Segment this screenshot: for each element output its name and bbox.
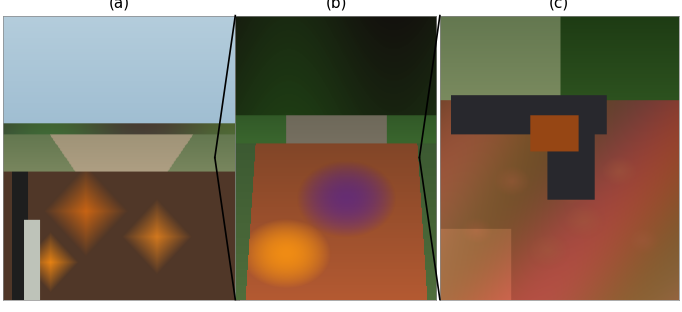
Text: (c): (c) xyxy=(549,0,569,11)
Text: (b): (b) xyxy=(325,0,347,11)
Text: (a): (a) xyxy=(109,0,130,11)
